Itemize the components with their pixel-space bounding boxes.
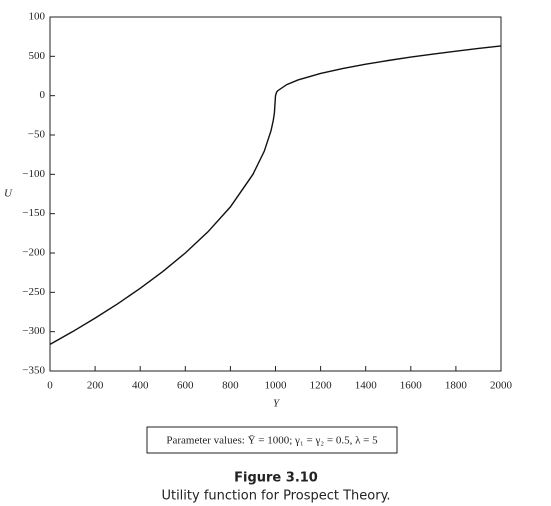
caption: Utility function for Prospect Theory.: [161, 489, 390, 504]
annotation-box: [146, 426, 398, 454]
annotation: Parameter values: Ȳ = 1000; γ₁ = γ₂ = 0.…: [166, 435, 378, 447]
x-tick-label: 1800: [445, 380, 468, 392]
y-tick-label: 100: [29, 11, 46, 23]
caption-title: Figure 3.10: [234, 471, 318, 486]
y-tick-label: −250: [22, 286, 45, 298]
x-tick-label: 1000: [265, 380, 288, 392]
x-axis-label: Y: [273, 398, 281, 410]
y-tick-label: 0: [40, 89, 46, 101]
x-tick-label: 800: [222, 380, 239, 392]
x-tick-label: 1600: [400, 380, 423, 392]
y-tick-label: −50: [28, 129, 46, 141]
y-tick-label: −150: [22, 207, 45, 219]
x-tick-label: 200: [87, 380, 104, 392]
y-tick-label: −300: [22, 325, 45, 337]
x-tick-label: 1400: [355, 380, 378, 392]
y-tick-label: −350: [22, 365, 45, 377]
line: [49, 45, 502, 346]
x-tick-label: 0: [47, 380, 53, 392]
x-tick-label: 600: [177, 380, 194, 392]
y-tick-label: −100: [22, 168, 45, 180]
y-tick-label: 500: [29, 50, 46, 62]
x-tick-label: 2000: [490, 380, 513, 392]
y-axis-label: U: [4, 188, 13, 200]
x-tick-label: 400: [132, 380, 149, 392]
plot-frame: [49, 16, 502, 372]
y-tick-label: −200: [22, 247, 45, 259]
x-tick-label: 1200: [310, 380, 333, 392]
